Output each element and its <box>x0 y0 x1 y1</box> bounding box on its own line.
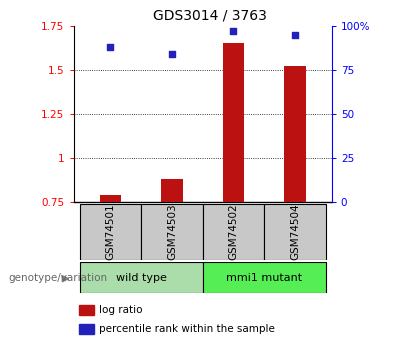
Point <box>291 32 298 38</box>
Bar <box>80 262 203 293</box>
Bar <box>100 195 121 202</box>
Text: genotype/variation: genotype/variation <box>8 274 108 283</box>
Bar <box>161 179 183 202</box>
Text: GDS3014 / 3763: GDS3014 / 3763 <box>153 9 267 23</box>
Text: mmi1 mutant: mmi1 mutant <box>226 273 302 283</box>
Bar <box>203 204 264 260</box>
Bar <box>79 324 94 334</box>
Text: log ratio: log ratio <box>100 305 143 315</box>
Text: GSM74503: GSM74503 <box>167 204 177 260</box>
Bar <box>284 66 306 202</box>
Text: percentile rank within the sample: percentile rank within the sample <box>100 324 275 334</box>
Text: GSM74501: GSM74501 <box>105 204 116 260</box>
Text: GSM74502: GSM74502 <box>228 204 239 260</box>
Bar <box>203 262 326 293</box>
Bar <box>264 204 326 260</box>
Bar <box>223 43 244 202</box>
Text: wild type: wild type <box>116 273 167 283</box>
Bar <box>80 204 141 260</box>
Text: GSM74504: GSM74504 <box>290 204 300 260</box>
Point <box>168 51 175 57</box>
Bar <box>79 305 94 315</box>
Point <box>107 44 114 50</box>
Point <box>230 28 237 34</box>
Bar <box>141 204 203 260</box>
